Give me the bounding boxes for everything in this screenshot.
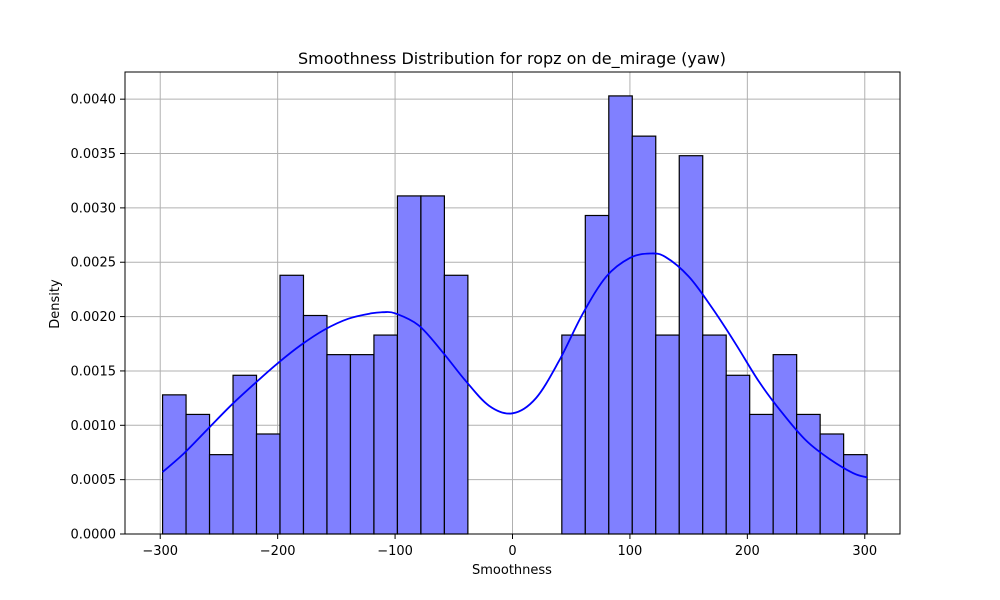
y-tick-label: 0.0025 bbox=[71, 256, 117, 271]
histogram-bar bbox=[702, 334, 727, 535]
kde-curve-group bbox=[162, 252, 868, 479]
histogram-bars bbox=[161, 95, 868, 535]
x-tick-label: −300 bbox=[142, 544, 178, 559]
x-axis-label: Smoothness bbox=[472, 563, 552, 578]
x-tick-label: 300 bbox=[852, 544, 877, 559]
histogram-bar bbox=[631, 135, 657, 535]
y-tick-label: 0.0020 bbox=[71, 310, 117, 325]
y-tick-label: 0.0035 bbox=[71, 147, 117, 162]
histogram-bar bbox=[655, 334, 680, 535]
x-tick-label: 0 bbox=[508, 544, 516, 559]
x-tick-label: 200 bbox=[735, 544, 760, 559]
histogram-bar bbox=[185, 413, 211, 535]
y-axis-label: Density bbox=[48, 279, 63, 329]
y-tick-label: 0.0040 bbox=[71, 93, 117, 108]
histogram-bar bbox=[608, 95, 633, 535]
x-tick-label: −100 bbox=[377, 544, 413, 559]
histogram-bar bbox=[749, 413, 774, 535]
histogram-bar bbox=[819, 433, 845, 535]
histogram-bar bbox=[843, 454, 868, 535]
chart-title: Smoothness Distribution for ropz on de_m… bbox=[298, 49, 726, 69]
y-tick-label: 0.0030 bbox=[71, 201, 117, 216]
y-tick-label: 0.0010 bbox=[71, 419, 117, 434]
histogram-bar bbox=[302, 314, 328, 535]
histogram-bar bbox=[255, 433, 281, 535]
histogram-bar bbox=[725, 374, 751, 535]
histogram-bar bbox=[279, 274, 305, 535]
histogram-bar bbox=[443, 274, 469, 535]
x-tick-label: 100 bbox=[618, 544, 643, 559]
y-tick-label: 0.0000 bbox=[71, 528, 117, 543]
histogram-bar bbox=[772, 354, 798, 535]
y-tick-label: 0.0005 bbox=[71, 473, 117, 488]
y-tick-label: 0.0015 bbox=[71, 364, 117, 379]
histogram-bar bbox=[396, 195, 422, 535]
histogram-bar bbox=[373, 334, 399, 535]
histogram-bar bbox=[420, 195, 445, 535]
histogram-bar bbox=[161, 394, 187, 535]
histogram-bar bbox=[584, 214, 610, 535]
kde-curve bbox=[162, 252, 868, 479]
histogram-bar bbox=[678, 155, 704, 535]
histogram-bar bbox=[796, 413, 821, 535]
y-axis-ticks: 0.0000 0.0005 0.0010 0.0015 0.0020 0.0025 0.00… bbox=[71, 93, 125, 543]
histogram-bar bbox=[561, 334, 586, 535]
x-axis-ticks: −300 −200 −100 0 100 200 300 bbox=[142, 534, 877, 559]
histogram-bar bbox=[349, 354, 375, 535]
histogram-bar bbox=[208, 454, 234, 535]
histogram-bar bbox=[326, 354, 352, 535]
x-tick-label: −200 bbox=[260, 544, 296, 559]
